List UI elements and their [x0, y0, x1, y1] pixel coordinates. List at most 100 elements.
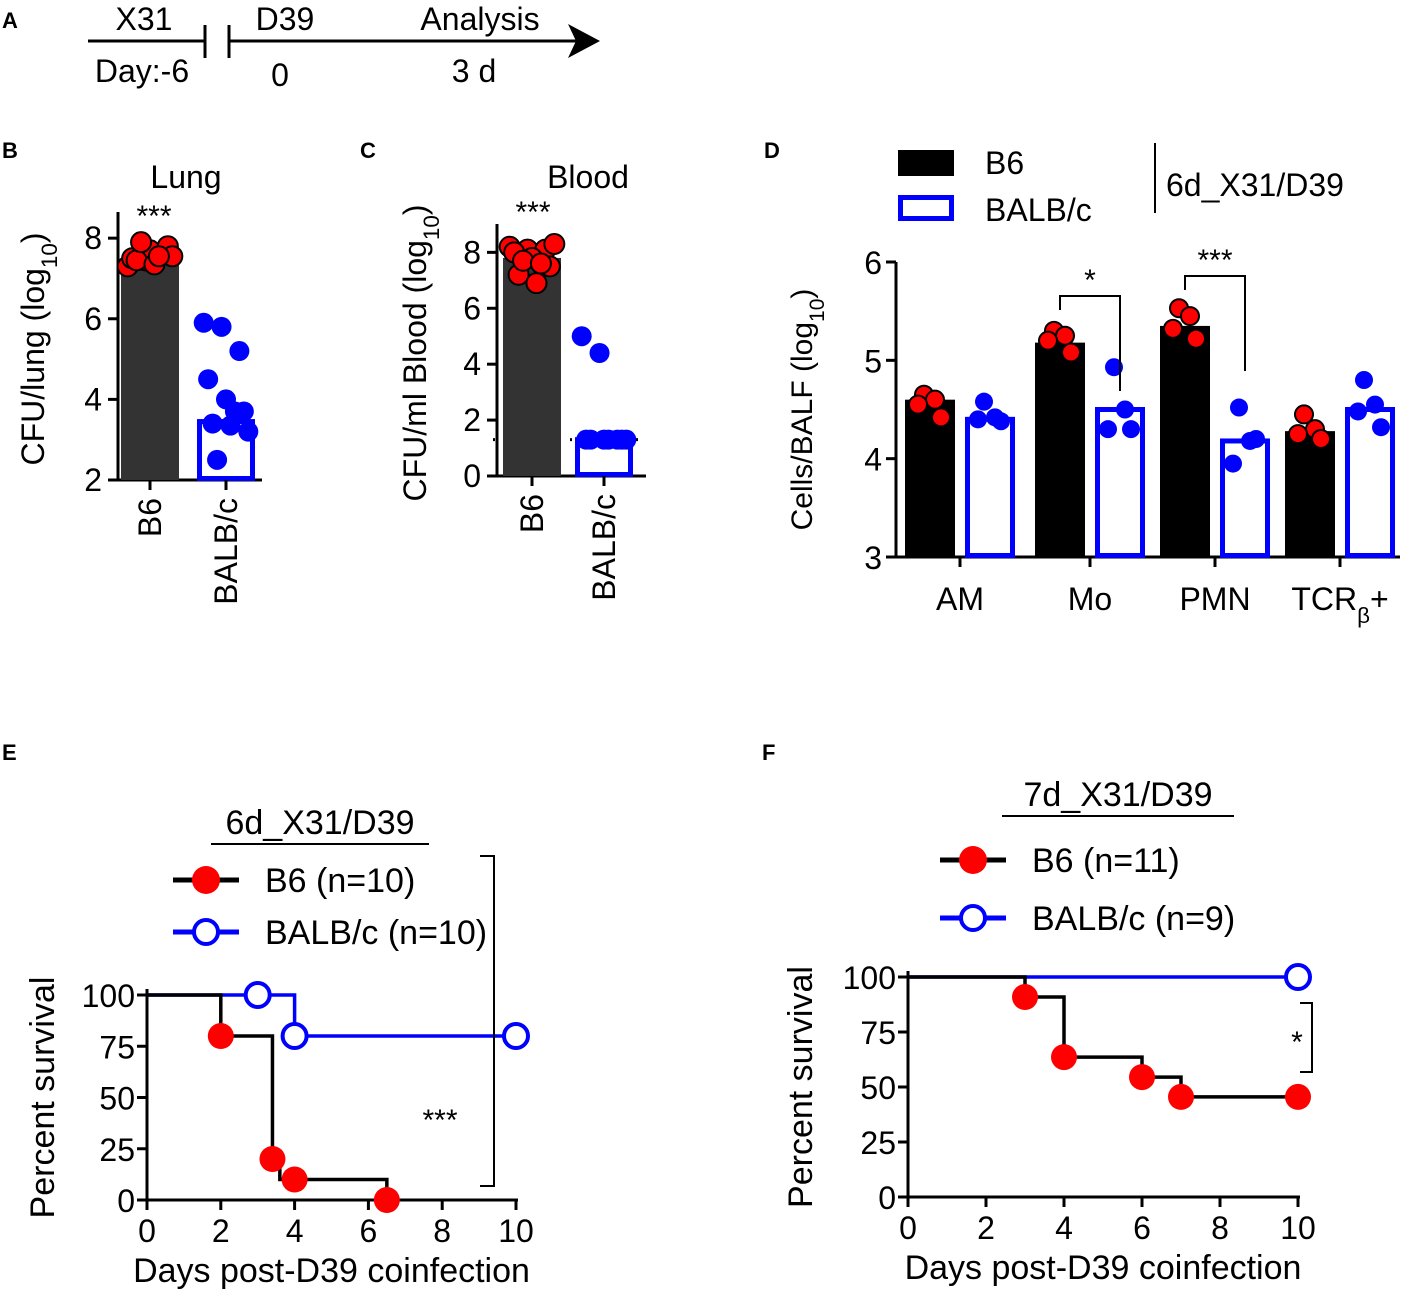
y-tick-label: 75 — [99, 1029, 135, 1065]
y-axis-label: Cells/BALF (log10) — [786, 289, 829, 531]
y-axis-label: Percent survival — [782, 966, 820, 1208]
timeline-three-d: 3 d — [452, 53, 496, 89]
data-point — [580, 429, 601, 450]
legend-label-balbc: BALB/c — [985, 192, 1092, 228]
data-point — [198, 369, 219, 390]
legend-label-b6: B6 — [985, 145, 1024, 181]
legend-marker — [959, 846, 987, 874]
x-tick-label: 0 — [899, 1210, 917, 1246]
x-tick-label: Mo — [1068, 581, 1112, 617]
significance-bracket — [1059, 295, 1121, 391]
survival-marker — [207, 1023, 234, 1049]
panel-label-d: D — [764, 138, 780, 163]
data-point — [1355, 371, 1373, 389]
chart-title: 7d_X31/D39 — [1023, 776, 1212, 814]
x-tick-label: TCRβ+ — [1291, 581, 1388, 628]
survival-marker — [373, 1187, 400, 1213]
bar-balbc-am — [965, 416, 1015, 559]
legend-swatch-b6 — [898, 150, 954, 176]
data-point — [238, 421, 259, 442]
survival-marker — [1012, 984, 1038, 1011]
y-axis-label: CFU/ml Blood (log10) — [397, 205, 444, 502]
data-point — [908, 394, 928, 415]
data-point — [931, 407, 951, 428]
legend-group-label: 6d_X31/D39 — [1166, 167, 1344, 203]
data-point — [202, 413, 223, 434]
data-point — [1038, 330, 1058, 351]
data-point — [616, 429, 637, 450]
bar-b6-pmn — [1160, 325, 1210, 557]
survival-marker — [1284, 963, 1312, 991]
legend-label: BALB/c (n=9) — [1032, 900, 1235, 938]
data-point — [529, 252, 552, 275]
data-point — [1349, 402, 1367, 421]
data-point — [1180, 306, 1200, 327]
y-axis-label: Percent survival — [24, 977, 62, 1219]
significance-bracket — [1300, 1002, 1313, 1073]
chart-survival-e: 6d_X31/D39 B6 (n=10) BALB/c (n=10) 0 25 50 75 1… — [24, 804, 534, 1290]
data-point — [992, 412, 1010, 431]
chart-survival-f: 7d_X31/D39 B6 (n=11) BALB/c (n=9) 0 25 50 75 10… — [782, 776, 1316, 1287]
data-point — [969, 410, 987, 429]
legend-label: B6 (n=10) — [265, 862, 415, 900]
bar-b6 — [121, 260, 179, 480]
survival-marker — [1051, 1044, 1077, 1071]
y-tick-label: 25 — [99, 1132, 135, 1168]
data-point — [1366, 395, 1384, 414]
significance-label: * — [1291, 1026, 1303, 1059]
y-tick-label: 4 — [463, 346, 481, 382]
y-tick-label: 100 — [82, 978, 135, 1014]
data-point — [512, 249, 535, 272]
chart-title: 6d_X31/D39 — [225, 804, 414, 842]
chart-blood: Blood 0 2 4 6 8 CFU/ml Blood (log10) B6 BALB/c **… — [397, 159, 646, 601]
data-point — [589, 343, 610, 363]
x-tick-label: BALB/c — [208, 498, 244, 605]
data-point — [525, 272, 548, 295]
significance-label: * — [1084, 264, 1096, 297]
y-tick-label: 5 — [864, 343, 882, 379]
x-tick-label: BALB/c — [586, 494, 622, 601]
data-point — [1247, 430, 1265, 448]
data-point — [207, 449, 228, 470]
y-tick-label: 2 — [84, 462, 102, 498]
y-tick-label: 4 — [864, 442, 882, 478]
x-tick-label: B6 — [514, 494, 550, 533]
data-point — [1055, 325, 1075, 346]
survival-marker — [281, 1166, 308, 1193]
data-point — [975, 392, 993, 411]
data-point — [1116, 400, 1134, 419]
data-point — [193, 312, 214, 333]
x-tick-label: 0 — [138, 1213, 156, 1249]
bar-b6-mo — [1035, 342, 1085, 557]
x-tick-label: 2 — [212, 1213, 230, 1249]
panel-label-f: F — [762, 740, 775, 765]
survival-marker — [280, 1022, 309, 1050]
chart-lung: Lung 2 4 6 8 CFU/lung (log10) B6 BALB/c *** — [15, 159, 262, 605]
panel-label-a: A — [2, 8, 18, 33]
data-point — [1294, 404, 1314, 425]
significance-bracket — [1184, 275, 1246, 371]
survival-curve-balbc — [147, 993, 516, 1038]
data-point — [1163, 318, 1183, 339]
significance-label: *** — [136, 200, 171, 233]
significance-bracket — [480, 855, 495, 1187]
data-point — [1230, 398, 1248, 417]
panel-label-e: E — [2, 740, 17, 765]
data-point — [1122, 420, 1140, 439]
x-tick-label: 10 — [498, 1213, 534, 1249]
panel-label-b: B — [2, 138, 18, 163]
data-point — [1186, 328, 1206, 349]
y-tick-label: 100 — [843, 960, 896, 996]
x-tick-label: 4 — [286, 1213, 304, 1249]
significance-label: *** — [1197, 244, 1232, 277]
survival-marker — [502, 1022, 530, 1050]
legend-marker — [192, 918, 220, 946]
timeline-arrowhead — [568, 24, 600, 58]
data-point — [147, 245, 170, 268]
x-tick-label: 10 — [1280, 1210, 1316, 1246]
data-point — [925, 389, 945, 410]
y-tick-label: 3 — [864, 540, 882, 576]
y-tick-label: 75 — [860, 1015, 896, 1051]
y-tick-label: 6 — [463, 290, 481, 326]
